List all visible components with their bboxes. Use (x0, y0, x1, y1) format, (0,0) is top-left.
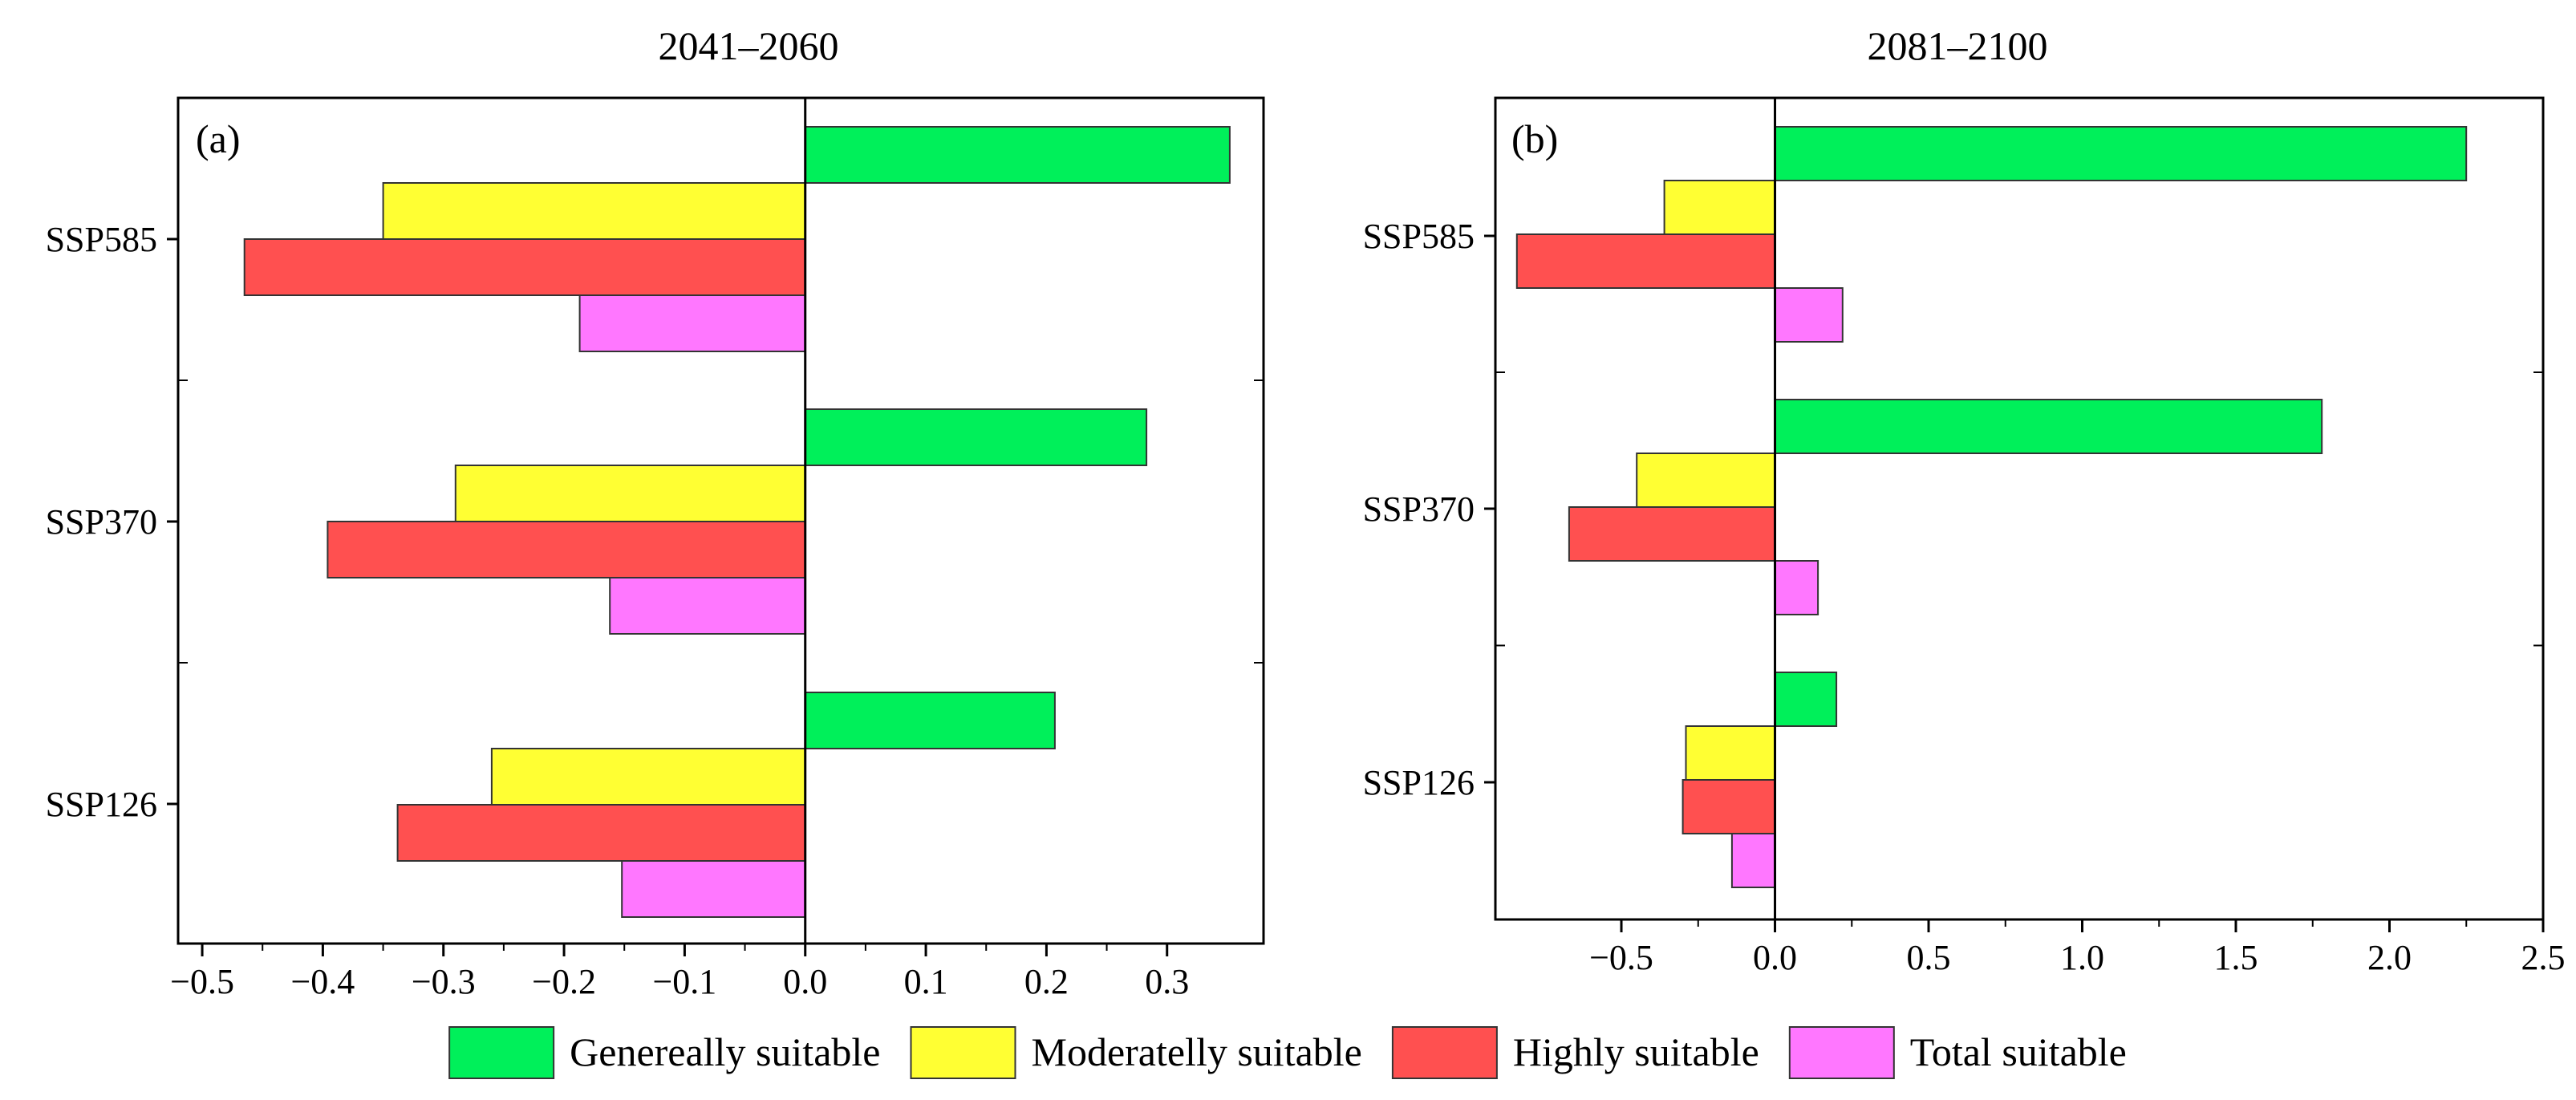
bar-ssp126-3 (1730, 833, 1776, 888)
bar-ssp126-2 (396, 804, 806, 862)
x-tick-label: −0.3 (412, 962, 476, 1001)
x-tick-label: 0.5 (1907, 938, 1951, 977)
bar-ssp370-0 (1774, 399, 2323, 454)
panel-a-y-ticks: SSP585 SSP370 SSP126 (46, 220, 1264, 824)
panel-b-label: (b) (1511, 116, 1558, 161)
bar-ssp126-1 (1685, 725, 1776, 781)
panel-a-bars (243, 126, 1231, 918)
bar-ssp585-1 (1663, 180, 1776, 235)
legend-label: Highly suitable (1513, 1029, 1759, 1074)
x-tick-label: 2.5 (2521, 938, 2566, 977)
x-tick-label: 0.1 (904, 962, 948, 1001)
legend-swatch (1391, 1026, 1498, 1079)
legend-swatch (448, 1026, 555, 1079)
panel-a-title: 2041–2060 (659, 23, 839, 68)
x-tick-label: −0.1 (652, 962, 716, 1001)
y-tick-label: SSP585 (1363, 217, 1475, 256)
panel-b-y-ticks: SSP585 SSP370 SSP126 (1363, 217, 2543, 802)
legend-label: Total suitable (1910, 1029, 2127, 1074)
legend-swatch (910, 1026, 1016, 1079)
y-tick-label: SSP126 (46, 785, 157, 824)
y-tick-label: SSP126 (1363, 763, 1475, 802)
x-tick-label: 1.5 (2214, 938, 2258, 977)
bar-ssp126-1 (490, 748, 806, 806)
x-tick-label: 0.2 (1024, 962, 1069, 1001)
panel-a-label: (a) (196, 116, 241, 161)
x-tick-label: −0.5 (1589, 938, 1653, 977)
bar-ssp126-3 (621, 860, 806, 918)
bar-ssp370-1 (1636, 453, 1776, 508)
y-tick-label: SSP585 (46, 220, 157, 259)
bar-ssp585-2 (1515, 233, 1776, 289)
x-tick-label: 2.0 (2367, 938, 2412, 977)
bar-ssp126-0 (1774, 672, 1838, 727)
bar-ssp585-0 (804, 126, 1231, 184)
legend: Genereally suitable Moderatelly suitable H… (448, 1026, 2127, 1079)
panel-b-x-ticks: −0.5 0.0 0.5 1.0 1.5 2.0 2.5 (1589, 919, 2566, 977)
bar-ssp585-3 (578, 294, 806, 352)
bar-ssp585-1 (382, 182, 806, 240)
bar-ssp585-3 (1774, 287, 1844, 343)
y-tick-label: SSP370 (46, 502, 157, 542)
legend-label: Moderatelly suitable (1031, 1029, 1361, 1074)
bar-ssp370-1 (454, 465, 806, 522)
x-tick-label: 0.3 (1145, 962, 1189, 1001)
x-tick-label: 0.0 (1753, 938, 1797, 977)
bar-ssp370-2 (327, 521, 806, 578)
bar-ssp370-3 (609, 577, 806, 635)
bar-ssp370-2 (1568, 506, 1776, 562)
x-tick-label: −0.2 (532, 962, 596, 1001)
y-tick-label: SSP370 (1363, 489, 1475, 529)
bar-ssp585-2 (243, 238, 806, 296)
x-tick-label: −0.5 (170, 962, 234, 1001)
panel-b-bars (1515, 126, 2468, 888)
legend-label: Genereally suitable (570, 1029, 880, 1074)
panel-b-title: 2081–2100 (1868, 23, 2048, 68)
panel-a-x-ticks: −0.5 −0.4 −0.3 −0.2 −0.1 0.0 0.1 0.2 0.3 (170, 944, 1189, 1001)
x-tick-label: 0.0 (783, 962, 827, 1001)
bar-ssp370-0 (804, 408, 1148, 466)
bar-ssp126-2 (1681, 779, 1776, 834)
x-tick-label: −0.4 (290, 962, 355, 1001)
legend-swatch (1788, 1026, 1895, 1079)
x-tick-label: 1.0 (2060, 938, 2104, 977)
bar-ssp585-0 (1774, 126, 2468, 181)
bar-ssp370-3 (1774, 560, 1819, 615)
bar-ssp126-0 (804, 692, 1056, 749)
panel-b: 2081–2100 (b) SSP585 SSP370 SSP126 −0.5 0.0… (1363, 23, 2566, 977)
